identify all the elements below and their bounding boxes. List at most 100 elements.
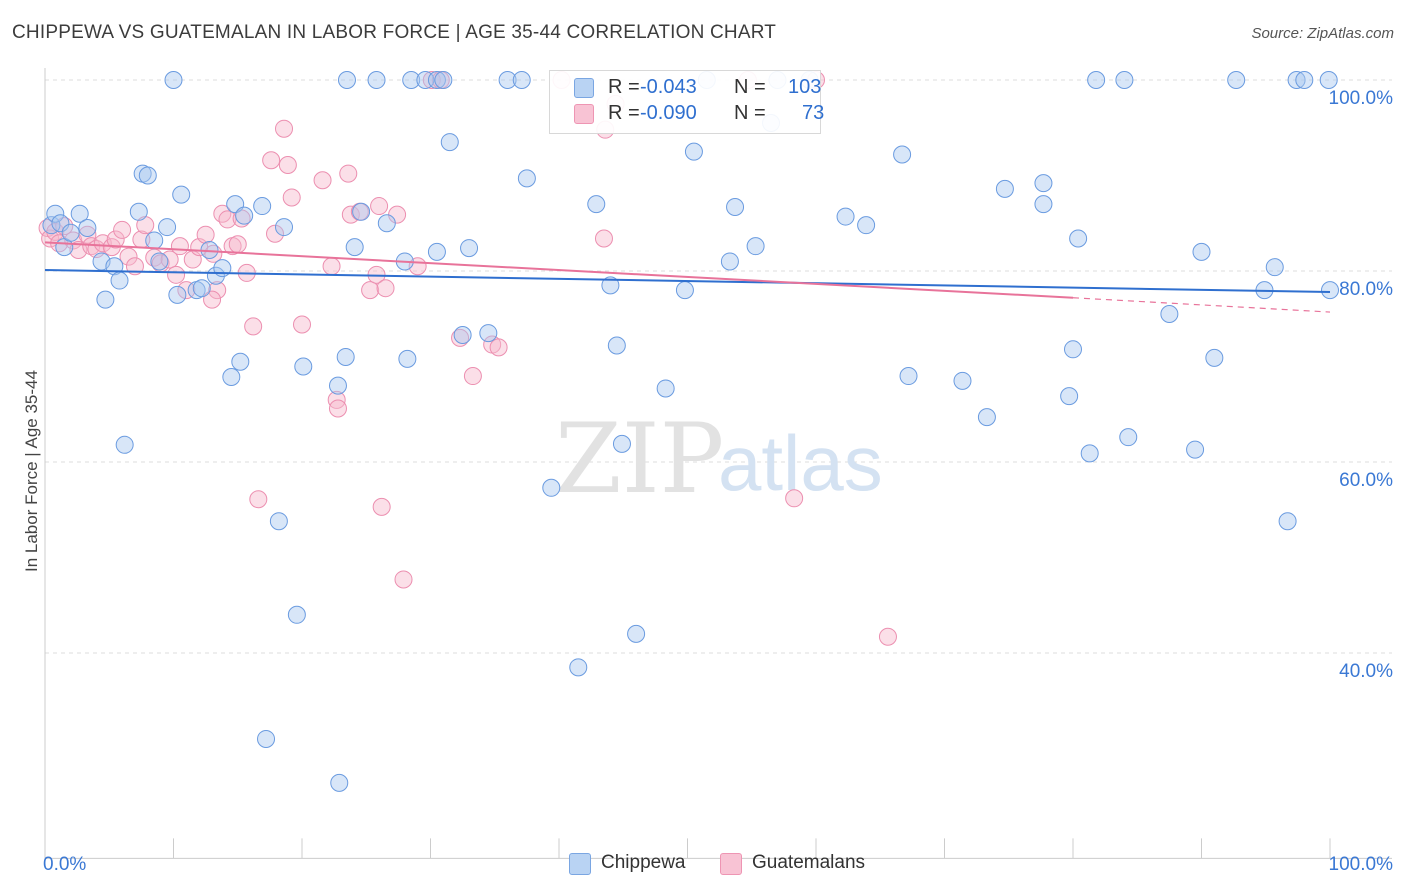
chippewa-point	[517, 169, 536, 188]
series-legend: Chippewa Guatemalans	[0, 852, 1406, 878]
chippewa-point	[398, 349, 417, 368]
guatemalan-point	[249, 490, 268, 509]
n-value: 73	[802, 102, 825, 124]
guatemalan-point	[218, 210, 237, 229]
chippewa-point	[675, 281, 694, 300]
watermark: ZIP atlas	[555, 403, 883, 515]
chippewa-point	[1319, 71, 1338, 89]
chippewa-point	[440, 133, 459, 152]
chippewa-point	[287, 605, 306, 624]
guatemalan-point	[167, 265, 186, 284]
guatemalan-point	[244, 317, 263, 336]
guatemalan-point	[113, 220, 132, 239]
y-axis-label: In Labor Force | Age 35-44	[22, 370, 41, 572]
guatemalan-point	[489, 338, 508, 357]
chippewa-point	[1265, 258, 1284, 277]
chippewa-point	[96, 290, 115, 309]
chippewa-point	[1034, 174, 1053, 193]
chippewa-point	[172, 185, 191, 204]
guatemalan-swatch	[720, 853, 742, 875]
tick-labels: 100.0% 80.0% 60.0% 40.0% 0.0% 100.0%	[43, 88, 1393, 875]
guatemalan-point	[463, 367, 482, 386]
chippewa-point	[1087, 71, 1106, 89]
chippewa-point	[328, 376, 347, 395]
chippewa-point	[138, 166, 157, 185]
guatemalan-point	[282, 188, 301, 207]
guatemalan-point	[228, 235, 247, 254]
chippewa-point	[222, 368, 241, 387]
n-value: 103	[788, 76, 822, 98]
chippewa-point	[70, 204, 89, 223]
chippewa-point	[542, 478, 561, 497]
guatemalan-point	[293, 315, 311, 334]
guatemalan-points	[38, 71, 897, 646]
chippewa-point	[746, 237, 765, 256]
chippewa-point	[367, 71, 386, 89]
chippewa-point	[61, 223, 80, 242]
guatemalan-trend-line	[44, 241, 1074, 299]
chippewa-point	[1119, 428, 1138, 447]
guatemalan-point	[313, 171, 332, 190]
guatemalan-point	[266, 224, 285, 243]
guatemalan-point	[785, 489, 804, 508]
chippewa-point	[275, 218, 294, 237]
chippewa-point	[720, 252, 739, 271]
chippewa-point	[231, 352, 250, 371]
source-label: Source: ZipAtlas.com	[1251, 25, 1394, 42]
chippewa-point	[164, 71, 183, 89]
chippewa-point	[192, 279, 211, 298]
guatemalan-point	[170, 237, 189, 256]
r-label: R =	[608, 102, 640, 124]
chippewa-point	[953, 371, 972, 390]
chippewa-points	[42, 71, 1339, 792]
chippewa-point	[1069, 229, 1088, 248]
chippewa-point	[168, 285, 187, 304]
y-tick-label: 60.0%	[1339, 470, 1393, 491]
guatemalan-point	[594, 229, 613, 248]
chippewa-point	[460, 239, 479, 258]
chippewa-point	[1060, 387, 1079, 406]
x-tick-label: 100.0%	[1329, 854, 1394, 875]
chippewa-trend-line	[44, 269, 1331, 294]
chippewa-point	[893, 145, 912, 164]
guatemalan-point	[119, 247, 138, 266]
chippewa-point	[434, 71, 453, 89]
chippewa-point	[336, 347, 355, 366]
chippewa-point	[377, 214, 396, 233]
guatemalan-point	[361, 281, 380, 300]
chippewa-point	[498, 71, 517, 89]
guatemalan-point	[106, 230, 125, 249]
guatemalan-point	[262, 151, 281, 170]
chippewa-point	[78, 219, 97, 238]
chippewa-point	[206, 266, 225, 285]
guatemalan-point	[328, 399, 347, 418]
watermark-zip: ZIP	[555, 403, 724, 515]
guatemalan-point	[372, 497, 391, 516]
chippewa-point	[453, 325, 472, 344]
chippewa-point	[836, 207, 855, 226]
chippewa-point	[253, 197, 272, 216]
chippewa-point	[1295, 71, 1314, 89]
guatemalan-swatch	[574, 104, 594, 124]
guatemalan-point	[376, 279, 395, 298]
chippewa-point	[1080, 444, 1099, 463]
chippewa-point	[427, 242, 446, 261]
n-label: N =	[734, 76, 766, 98]
y-tick-label: 40.0%	[1339, 661, 1393, 682]
guatemalan-point	[451, 328, 470, 347]
chippewa-point	[42, 216, 61, 235]
chippewa-point	[612, 434, 631, 453]
chippewa-point	[150, 252, 169, 271]
guatemalan-point	[275, 119, 294, 138]
axes	[44, 68, 1392, 859]
chippewa-point	[479, 324, 498, 343]
chippewa-point	[330, 773, 349, 792]
chippewa-point	[402, 71, 421, 89]
chippewa-swatch	[569, 853, 591, 875]
chippewa-point	[1205, 348, 1224, 367]
chippewa-point	[899, 367, 918, 386]
legend-label: Guatemalans	[752, 852, 866, 873]
chippewa-point	[294, 357, 313, 376]
guatemalan-point	[177, 281, 196, 300]
chippewa-point	[1160, 304, 1179, 323]
